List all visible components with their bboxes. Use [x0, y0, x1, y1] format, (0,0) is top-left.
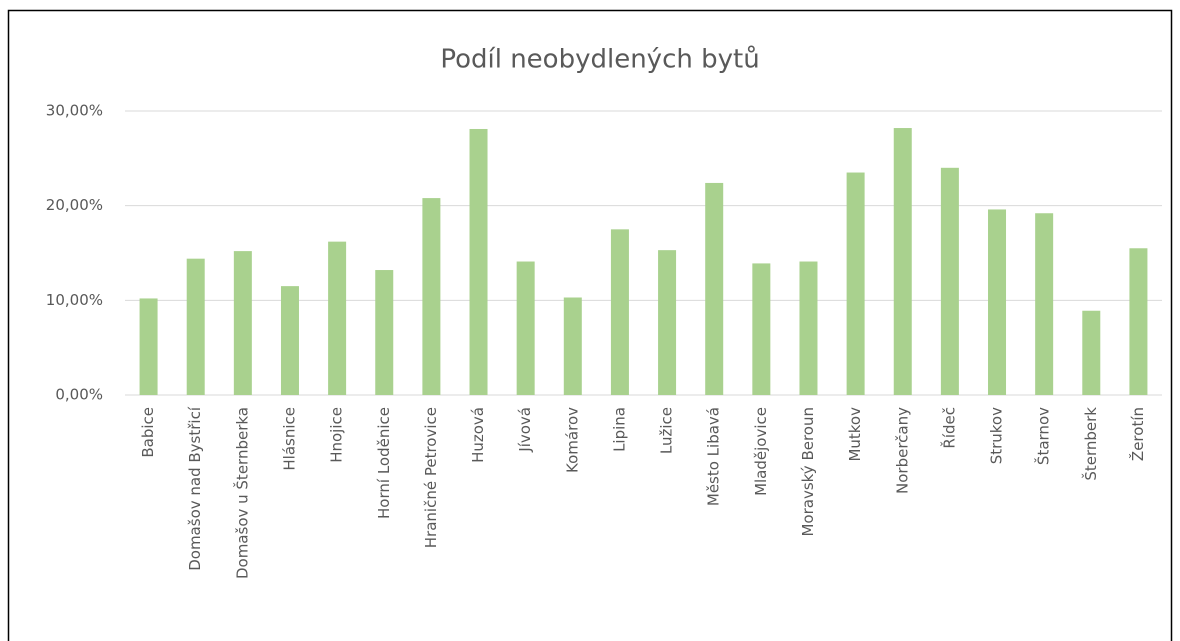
y-tick-label: 0,00%: [55, 386, 103, 404]
bar: [516, 261, 535, 395]
bar: [233, 251, 252, 395]
x-tick-label: Norberčany: [893, 407, 911, 494]
x-tick-label: Hlásnice: [280, 407, 298, 471]
x-tick-label: Jívová: [516, 407, 534, 453]
bar: [893, 128, 912, 396]
bar: [422, 198, 441, 395]
bar: [563, 297, 582, 395]
bar: [705, 182, 724, 395]
x-tick-label: Horní Loděnice: [375, 407, 393, 519]
bar: [139, 298, 158, 395]
bar: [1035, 213, 1054, 395]
bar: [940, 167, 959, 395]
x-tick-label: Štarnov: [1034, 407, 1053, 465]
bar: [610, 229, 629, 395]
x-tick-label: Mutkov: [846, 407, 864, 462]
x-tick-label: Hnojice: [328, 407, 346, 463]
bar: [846, 172, 865, 395]
x-tick-label: Mladějovice: [752, 407, 770, 496]
x-tick-label: Město Libavá: [705, 407, 723, 506]
x-tick-label: Strukov: [988, 407, 1006, 464]
x-tick-label: Hraničné Petrovice: [422, 407, 440, 548]
x-tick-label: Lužice: [658, 407, 676, 454]
x-tick-label: Moravský Beroun: [799, 407, 817, 537]
bar: [280, 286, 299, 395]
x-tick-label: Komárov: [563, 407, 581, 473]
bar: [752, 263, 771, 395]
bar: [1129, 248, 1148, 395]
bar: [328, 241, 347, 395]
x-tick-label: Huzová: [469, 407, 487, 463]
bar: [988, 209, 1007, 395]
y-tick-label: 10,00%: [46, 291, 103, 309]
x-tick-label: Šternberk: [1081, 407, 1100, 481]
chart-title: Podíl neobydlených bytů: [440, 45, 759, 75]
bar: [375, 270, 394, 395]
bar: [469, 128, 488, 395]
bar: [186, 258, 205, 395]
x-tick-label: Domašov nad Bystřicí: [186, 406, 204, 571]
x-tick-label: Babice: [139, 407, 157, 458]
x-tick-label: Žerotín: [1128, 407, 1147, 461]
x-tick-label: Řídeč: [939, 407, 958, 449]
y-tick-label: 30,00%: [46, 102, 103, 120]
y-tick-label: 20,00%: [46, 196, 103, 214]
bar: [1082, 310, 1101, 395]
bar: [799, 261, 818, 395]
x-tick-label: Lipina: [610, 407, 628, 452]
x-tick-label: Domašov u Šternberka: [232, 407, 251, 579]
bar: [658, 250, 677, 395]
